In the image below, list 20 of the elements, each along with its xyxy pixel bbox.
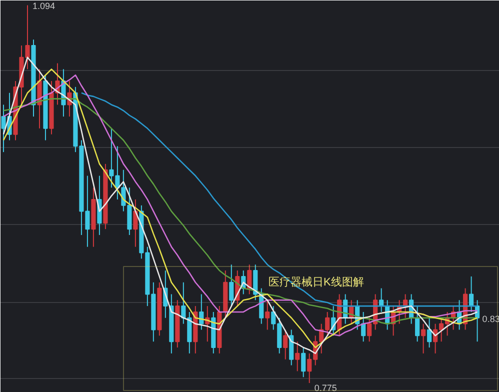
candlestick bbox=[283, 329, 288, 360]
candlestick bbox=[187, 311, 192, 354]
candlestick bbox=[229, 264, 234, 307]
annotation: 0.775 bbox=[314, 383, 337, 392]
candlestick bbox=[37, 68, 42, 129]
candlestick bbox=[97, 175, 102, 236]
candlestick bbox=[301, 346, 306, 378]
candlestick bbox=[469, 276, 474, 312]
candlestick bbox=[415, 306, 420, 342]
candlestick bbox=[427, 317, 432, 348]
candlestick bbox=[181, 282, 186, 324]
candlestick bbox=[421, 323, 426, 354]
candlestick bbox=[253, 264, 258, 301]
candlestick bbox=[247, 264, 252, 295]
candlestick bbox=[289, 329, 294, 366]
text: 0.83 bbox=[482, 314, 499, 324]
candlestick bbox=[295, 341, 300, 372]
candlestick bbox=[265, 300, 270, 330]
text: 医疗器械日K线图解 bbox=[268, 276, 364, 288]
annotation: 1.094 bbox=[32, 1, 56, 12]
